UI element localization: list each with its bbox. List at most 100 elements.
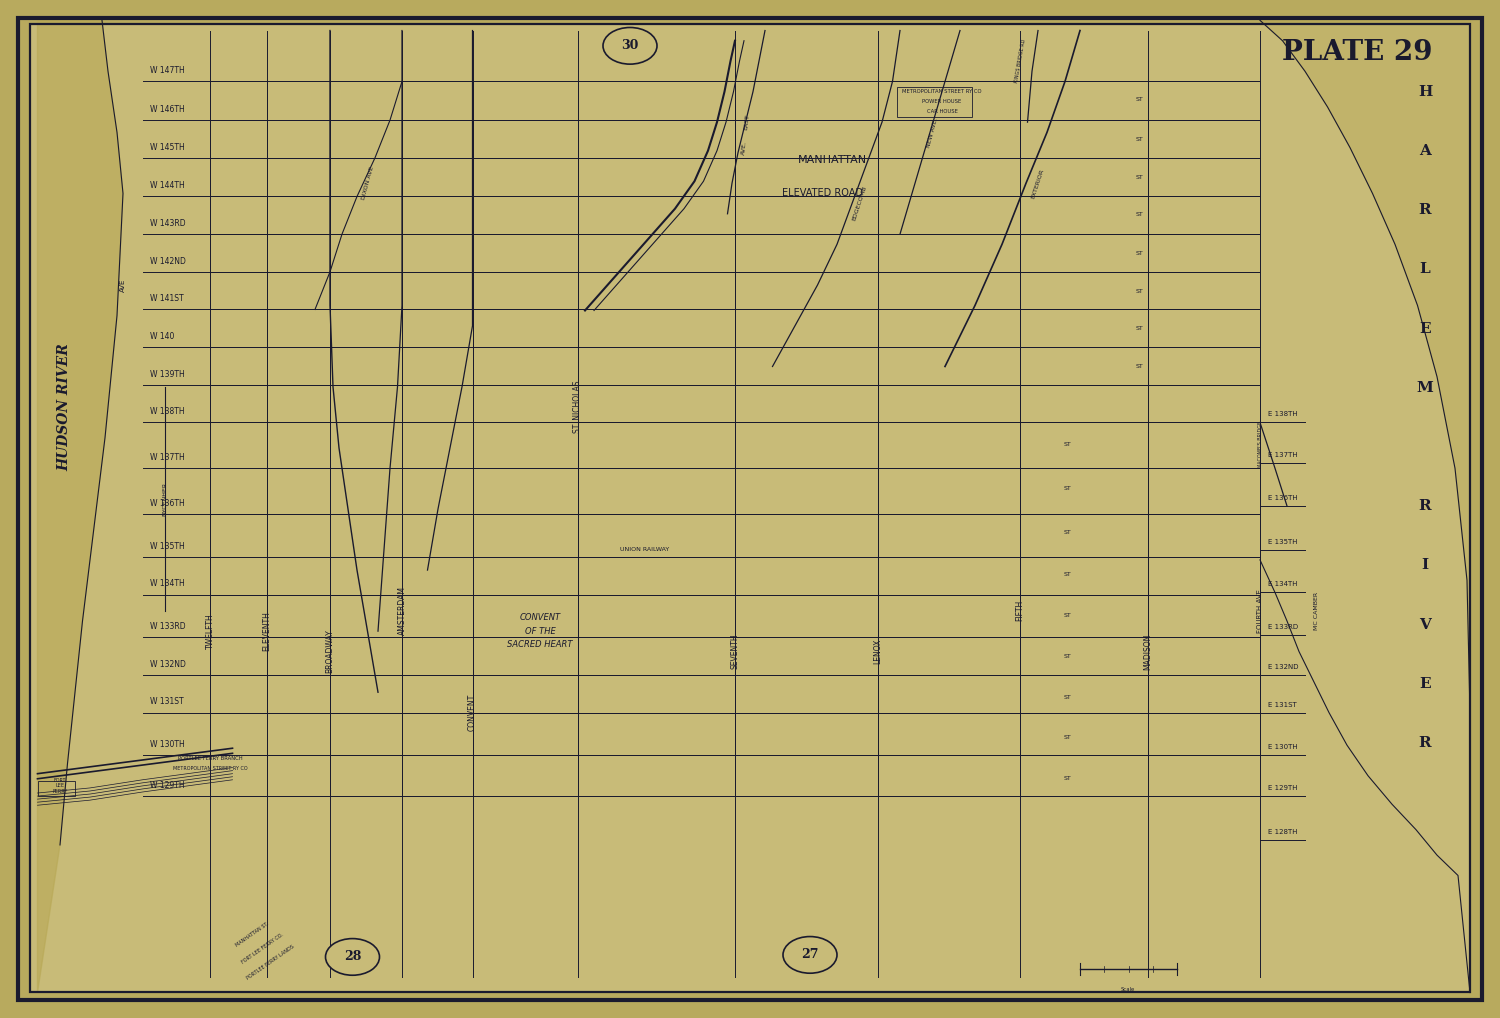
Bar (578, 309, 735, 347)
Bar (1148, 196, 1260, 234)
Bar (878, 196, 1020, 234)
Text: DIXON AVE: DIXON AVE (360, 166, 375, 201)
Bar (878, 234, 1020, 272)
Bar (402, 675, 472, 713)
Bar (578, 272, 735, 309)
Text: W 130TH: W 130TH (150, 740, 184, 749)
Text: NYCENHER: NYCENHER (162, 482, 168, 516)
Bar (210, 120, 267, 158)
Bar (402, 637, 472, 675)
Polygon shape (1260, 20, 1470, 993)
Text: W 136TH: W 136TH (150, 499, 184, 508)
Text: KINGS BRIDGE RD: KINGS BRIDGE RD (1014, 39, 1026, 83)
Text: ST: ST (1136, 364, 1144, 369)
Bar (267, 713, 330, 755)
Text: E 130TH: E 130TH (1268, 744, 1298, 750)
Text: EXTERIOR: EXTERIOR (1030, 168, 1045, 199)
Text: CONVENT: CONVENT (468, 694, 477, 731)
Bar (1148, 385, 1260, 422)
Bar (267, 468, 330, 514)
Text: ST: ST (1136, 289, 1144, 293)
Circle shape (603, 27, 657, 64)
Bar (578, 385, 735, 422)
Text: FOURTH AVE: FOURTH AVE (1257, 588, 1263, 633)
Bar (1148, 468, 1260, 514)
Bar (578, 675, 735, 713)
Text: W 139TH: W 139TH (150, 370, 184, 379)
Bar (1148, 272, 1260, 309)
Bar (210, 595, 267, 637)
Bar (472, 196, 578, 234)
Bar (472, 557, 578, 595)
Bar (1020, 120, 1148, 158)
Bar (735, 385, 878, 422)
Bar (1020, 234, 1148, 272)
Bar (267, 347, 330, 385)
Bar (1148, 637, 1260, 675)
Bar (210, 272, 267, 309)
Bar (472, 755, 578, 796)
Text: POWER HOUSE: POWER HOUSE (922, 100, 962, 104)
Bar (1148, 347, 1260, 385)
Text: 27: 27 (801, 949, 819, 961)
Bar (578, 347, 735, 385)
Text: ST: ST (1136, 251, 1144, 256)
Text: BROADWAY: BROADWAY (326, 630, 334, 673)
Bar (330, 347, 402, 385)
Bar (402, 120, 472, 158)
Bar (402, 713, 472, 755)
Text: W 142ND: W 142ND (150, 257, 186, 266)
Bar (330, 272, 402, 309)
Bar (402, 557, 472, 595)
Bar (735, 713, 878, 755)
Bar (878, 514, 1020, 557)
Text: FIFTH: FIFTH (1016, 601, 1025, 621)
Bar (210, 557, 267, 595)
Text: PORTLEE FERRY BRANCH: PORTLEE FERRY BRANCH (177, 756, 243, 760)
Text: W 143RD: W 143RD (150, 219, 186, 228)
Bar (878, 347, 1020, 385)
Text: ST: ST (1064, 487, 1072, 491)
Text: E 133RD: E 133RD (1268, 624, 1298, 630)
Bar (472, 158, 578, 196)
Text: ST: ST (1064, 572, 1072, 576)
Bar (735, 755, 878, 796)
Bar (472, 675, 578, 713)
Bar (472, 120, 578, 158)
Bar (210, 468, 267, 514)
Text: V: V (1419, 618, 1431, 632)
Bar (267, 158, 330, 196)
Bar (878, 675, 1020, 713)
Bar (210, 675, 267, 713)
Bar (210, 713, 267, 755)
Bar (878, 385, 1020, 422)
Bar (1148, 755, 1260, 796)
Bar (472, 514, 578, 557)
Bar (897, 87, 972, 117)
Text: ST: ST (1064, 735, 1072, 739)
Bar (402, 309, 472, 347)
Bar (1020, 637, 1148, 675)
Text: H: H (1418, 84, 1432, 99)
Text: E 138TH: E 138TH (1268, 411, 1298, 417)
Bar (267, 385, 330, 422)
Bar (1020, 272, 1148, 309)
Text: ST: ST (1064, 695, 1072, 699)
Text: I: I (1422, 559, 1428, 572)
Bar (210, 514, 267, 557)
Text: TWELFTH: TWELFTH (206, 613, 214, 649)
Bar (402, 595, 472, 637)
Bar (38, 781, 75, 796)
Text: ST: ST (1136, 213, 1144, 217)
Bar (1148, 557, 1260, 595)
Text: W 134TH: W 134TH (150, 579, 184, 588)
Bar (1148, 309, 1260, 347)
Bar (472, 713, 578, 755)
Bar (1020, 713, 1148, 755)
Text: METROPOLITAN STREET RY CO: METROPOLITAN STREET RY CO (903, 90, 981, 94)
Bar (1148, 595, 1260, 637)
Text: NEW AVE.: NEW AVE. (927, 117, 939, 148)
Bar (878, 595, 1020, 637)
Text: E 128TH: E 128TH (1268, 829, 1298, 835)
Text: R: R (1419, 499, 1431, 513)
